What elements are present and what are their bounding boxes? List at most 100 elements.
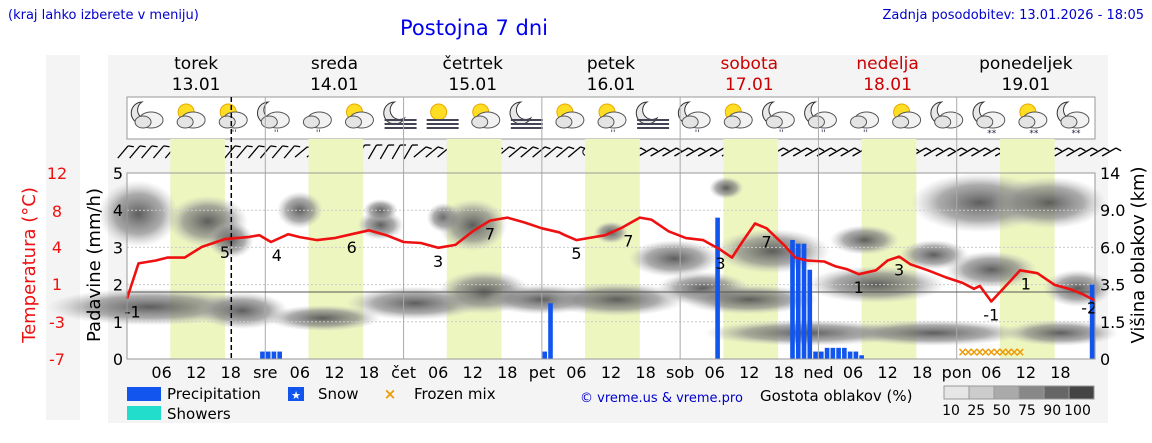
cloud-density-blob bbox=[708, 176, 744, 200]
temperature-tick: -3 bbox=[49, 313, 65, 332]
wind-shaft bbox=[923, 147, 939, 157]
hour-tick: 06 bbox=[290, 363, 310, 382]
hour-tick: 18 bbox=[359, 363, 379, 382]
moon-cloud-snow-icon: ** bbox=[1056, 101, 1090, 139]
cloud-shape bbox=[807, 115, 825, 129]
cloud-shape bbox=[850, 115, 868, 129]
wind-shaft bbox=[294, 146, 308, 158]
wind-barb bbox=[224, 145, 241, 159]
hour-tick: 12 bbox=[324, 363, 344, 382]
cloud-height-tick: 0 bbox=[1100, 350, 1110, 369]
wind-feather bbox=[1068, 147, 1074, 152]
wind-barb bbox=[947, 147, 967, 157]
frozen-mix-label: Frozen mix bbox=[414, 385, 496, 403]
temperature-axis-label: Temperatura (°C) bbox=[19, 187, 40, 344]
day-date: 15.01 bbox=[448, 75, 497, 95]
wind-feather bbox=[1056, 147, 1062, 152]
wind-shaft bbox=[1089, 147, 1105, 157]
hour-tick: 18 bbox=[1050, 363, 1070, 382]
hour-tick: 12 bbox=[463, 363, 483, 382]
wind-shaft bbox=[650, 147, 665, 157]
wind-barb bbox=[792, 147, 813, 157]
wind-feather bbox=[544, 146, 551, 150]
sun-cloud-rain-icon: '' bbox=[597, 103, 627, 139]
location-hint[interactable]: (kraj lahko izberete v meniju) bbox=[8, 8, 199, 23]
wind-feather bbox=[687, 147, 694, 152]
wind-feather bbox=[568, 146, 575, 150]
wind-shaft bbox=[425, 146, 439, 158]
cloud-density-value: 10 bbox=[942, 403, 960, 419]
wind-shaft bbox=[567, 146, 581, 158]
wind-shaft bbox=[247, 145, 260, 159]
hour-tick: 12 bbox=[601, 363, 621, 382]
cloud-density-swatch bbox=[993, 385, 1020, 400]
cloud-shape bbox=[176, 115, 194, 129]
day-name: petek bbox=[587, 54, 635, 74]
cloud-density-value: 75 bbox=[1018, 403, 1036, 419]
sun-cloud-snow-icon: ** bbox=[1018, 103, 1048, 139]
cloud-shape bbox=[344, 115, 362, 129]
wind-shaft bbox=[555, 146, 570, 158]
wind-shaft bbox=[816, 147, 832, 157]
wind-barb bbox=[117, 145, 134, 159]
moon-shape bbox=[383, 101, 406, 125]
cloud-density-blob bbox=[991, 176, 1107, 229]
cloud-density-blob bbox=[547, 282, 686, 317]
cloud-shape bbox=[1018, 115, 1036, 129]
rain-drops: '' bbox=[821, 129, 826, 139]
precip-bar bbox=[842, 347, 847, 359]
cloud-sun-icon bbox=[471, 103, 501, 129]
wind-barb bbox=[508, 146, 527, 158]
wind-feather bbox=[1103, 147, 1110, 152]
cloud-shape bbox=[134, 115, 152, 129]
wind-barb bbox=[674, 147, 694, 157]
wind-shaft bbox=[947, 147, 962, 157]
temperature-tick: -7 bbox=[49, 350, 65, 369]
wind-shaft bbox=[236, 145, 248, 159]
frozen-mix-marker: × bbox=[980, 345, 990, 359]
cloud-density-swatch bbox=[1018, 385, 1045, 400]
cloud-sun-icon bbox=[892, 103, 922, 129]
cloud-density-title: Gostota oblakov (%) bbox=[760, 387, 913, 405]
hour-tick: 18 bbox=[912, 363, 932, 382]
temperature-label: 3 bbox=[894, 261, 904, 280]
rain-drops: '' bbox=[316, 129, 321, 139]
precip-bar bbox=[807, 269, 813, 359]
wind-barb bbox=[1089, 147, 1110, 157]
wind-shaft bbox=[1078, 147, 1093, 157]
snow-flakes: ** bbox=[1029, 129, 1039, 139]
precip-bar bbox=[260, 351, 265, 359]
cloud-height-tick: 14 bbox=[1100, 164, 1120, 183]
wind-shaft bbox=[367, 144, 378, 160]
temperature-label: 7 bbox=[761, 232, 771, 251]
wind-feather bbox=[270, 145, 277, 148]
wind-barb bbox=[129, 145, 146, 159]
wind-feather bbox=[949, 147, 956, 152]
wind-feather bbox=[711, 147, 718, 152]
wind-barb bbox=[816, 147, 837, 157]
wind-shaft bbox=[662, 147, 677, 157]
wind-barb bbox=[650, 147, 670, 157]
wind-shaft bbox=[959, 147, 974, 157]
temperature-label: 3 bbox=[715, 254, 725, 273]
cloud-density-blob bbox=[98, 180, 179, 248]
cloud-shape bbox=[218, 115, 236, 129]
hour-tick: 06 bbox=[151, 363, 171, 382]
cloud-height-axis-label: Višina oblakov (km) bbox=[1128, 166, 1149, 343]
wind-feather bbox=[556, 146, 563, 150]
cloud-density-blob bbox=[841, 319, 1026, 346]
precip-tick: 3 bbox=[113, 238, 123, 257]
cloud-density-swatch bbox=[1068, 385, 1095, 400]
page-title: Postojna 7 dni bbox=[400, 16, 548, 40]
precip-bar bbox=[836, 347, 841, 359]
moon-shape bbox=[635, 101, 659, 125]
temperature-label: 7 bbox=[485, 225, 495, 244]
frozen-mix-marker: × bbox=[969, 345, 979, 359]
moon-cloud-snow-icon: ** bbox=[972, 101, 1006, 139]
wind-barb bbox=[520, 146, 539, 158]
copyright-link: © vreme.us & vreme.pro bbox=[580, 391, 743, 406]
snow-flakes: ** bbox=[987, 129, 997, 139]
wind-shaft bbox=[840, 147, 855, 157]
precip-bar bbox=[824, 347, 830, 359]
moon-fog-icon bbox=[635, 101, 670, 129]
